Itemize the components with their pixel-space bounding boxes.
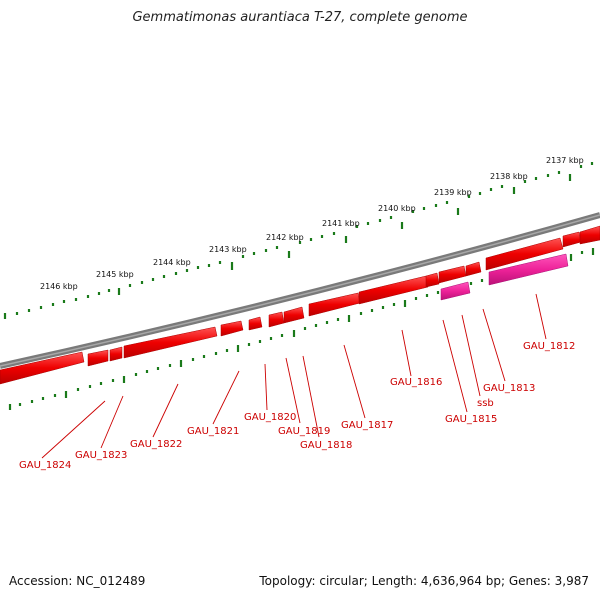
gene-label-ssb: ssb — [477, 398, 494, 409]
gene-label-gau-1816: GAU_1816 — [390, 377, 442, 388]
genome-summary-text: Topology: circular; Length: 4,636,964 bp… — [259, 574, 589, 588]
gene-gau-1818 — [283, 306, 305, 324]
forward-genes — [0, 225, 600, 385]
kbp-label-2139: 2139 kbp — [434, 188, 472, 197]
gene-gau-1823 — [87, 349, 109, 367]
gene-label-gau-1813: GAU_1813 — [483, 383, 535, 394]
gene-gau-1822-small — [109, 346, 123, 362]
gene-label-gau-1818: GAU_1818 — [300, 440, 352, 451]
gene-gau-1813 — [465, 261, 482, 277]
kbp-label-2142: 2142 kbp — [266, 233, 304, 242]
gene-label-gau-1817: GAU_1817 — [341, 420, 393, 431]
gene-gau-1816 — [358, 275, 429, 305]
gene-label-gau-1815: GAU_1815 — [445, 414, 497, 425]
gene-gau-1812-b — [562, 231, 582, 248]
gene-gau-1815 — [425, 272, 440, 288]
accession-text: Accession: NC_012489 — [9, 574, 146, 588]
kbp-label-2138: 2138 kbp — [490, 172, 528, 181]
gene-label-gau-1820: GAU_1820 — [244, 412, 296, 423]
gene-label-gau-1812: GAU_1812 — [523, 341, 575, 352]
gene-label-gau-1823: GAU_1823 — [75, 450, 127, 461]
gene-label-gau-1822: GAU_1822 — [130, 439, 182, 450]
gene-gau-1811 — [579, 225, 600, 245]
kbp-label-2143: 2143 kbp — [209, 245, 247, 254]
gene-label-gau-1824: GAU_1824 — [19, 460, 71, 471]
gene-gau-1819 — [268, 311, 285, 328]
scale-labels: 2146 kbp 2145 kbp 2144 kbp 2143 kbp 2142… — [40, 156, 584, 291]
gene-gau-1821 — [220, 320, 244, 337]
kbp-label-2137: 2137 kbp — [546, 156, 584, 165]
gene-label-gau-1821: GAU_1821 — [187, 426, 239, 437]
gene-gau-1822 — [123, 326, 218, 359]
kbp-label-2144: 2144 kbp — [153, 258, 191, 267]
kbp-label-2146: 2146 kbp — [40, 282, 78, 291]
kbp-label-2140: 2140 kbp — [378, 204, 416, 213]
gene-gau-1820 — [248, 316, 263, 331]
map-title: Gemmatimonas aurantiaca T-27, complete g… — [132, 10, 468, 25]
gene-ssb — [438, 265, 467, 284]
gene-gau-1817 — [308, 292, 361, 317]
outer-scale-ticks — [3, 162, 594, 319]
gene-ssb-pink — [440, 281, 471, 301]
reverse-genes — [440, 253, 569, 301]
gene-label-gau-1819: GAU_1819 — [278, 426, 330, 437]
gene-gau-1824 — [0, 351, 85, 385]
gene-gau-1812 — [485, 237, 564, 271]
gene-gau-1813-pink — [488, 253, 569, 286]
label-leader-lines — [41, 293, 547, 459]
kbp-label-2145: 2145 kbp — [96, 270, 134, 279]
gene-labels: GAU_1824 GAU_1823 GAU_1822 GAU_1821 GAU_… — [19, 341, 575, 471]
kbp-label-2141: 2141 kbp — [322, 219, 360, 228]
